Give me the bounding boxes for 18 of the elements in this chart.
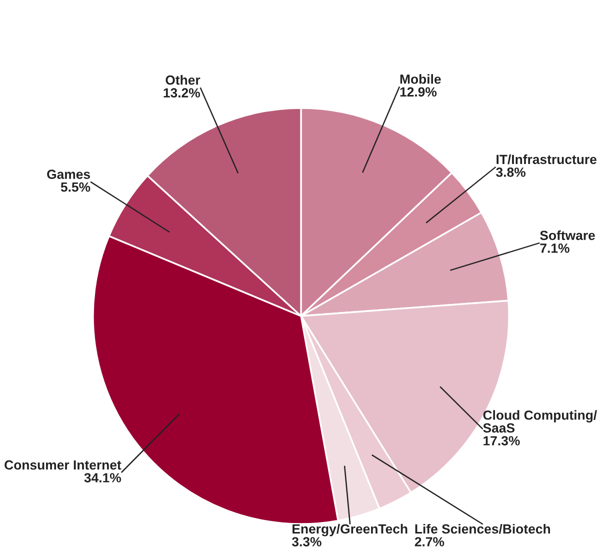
slice-label: Software <box>540 230 595 240</box>
data-label: 2.7% <box>414 537 444 546</box>
slice-label: IT/Infrastructure <box>496 154 596 164</box>
data-label: 12.9% <box>400 87 437 97</box>
slice-label: Games <box>47 170 90 179</box>
slice-label: Life Sciences/Biotech <box>415 524 550 534</box>
data-label: 34.1% <box>84 473 122 482</box>
slice-label: Other <box>166 75 200 85</box>
data-label: 3.8% <box>496 168 526 177</box>
slice-label: Mobile <box>400 74 441 84</box>
slice-label: Cloud Computing/ SaaS <box>483 410 597 433</box>
data-label: 5.5% <box>60 182 90 192</box>
data-label: 17.3% <box>484 436 520 446</box>
slice-label: Energy/GreenTech <box>292 524 408 536</box>
data-label: 7.1% <box>540 244 570 253</box>
slice-label: Consumer Internet <box>4 460 122 470</box>
data-label: 3.3% <box>292 537 322 546</box>
data-label: 13.2% <box>164 88 200 98</box>
